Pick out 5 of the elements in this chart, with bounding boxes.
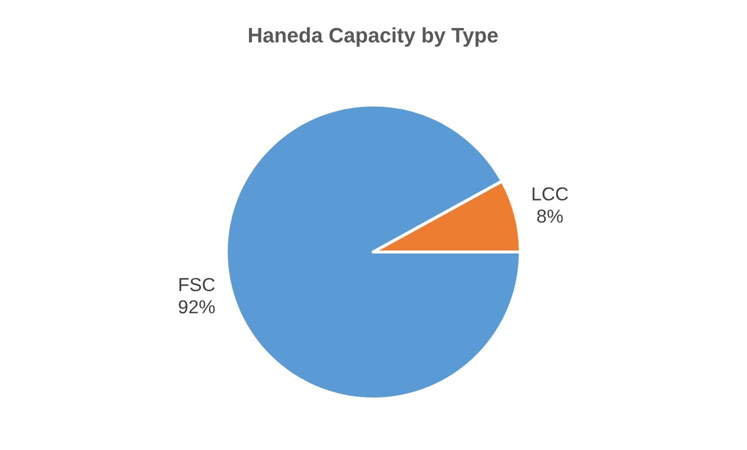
data-label: 92%	[178, 300, 215, 314]
slice-label: LCC	[532, 187, 568, 201]
slice-label: FSC	[179, 278, 215, 292]
data-label: 8%	[537, 210, 563, 223]
chart-title: Haneda Capacity by Type	[248, 27, 498, 47]
